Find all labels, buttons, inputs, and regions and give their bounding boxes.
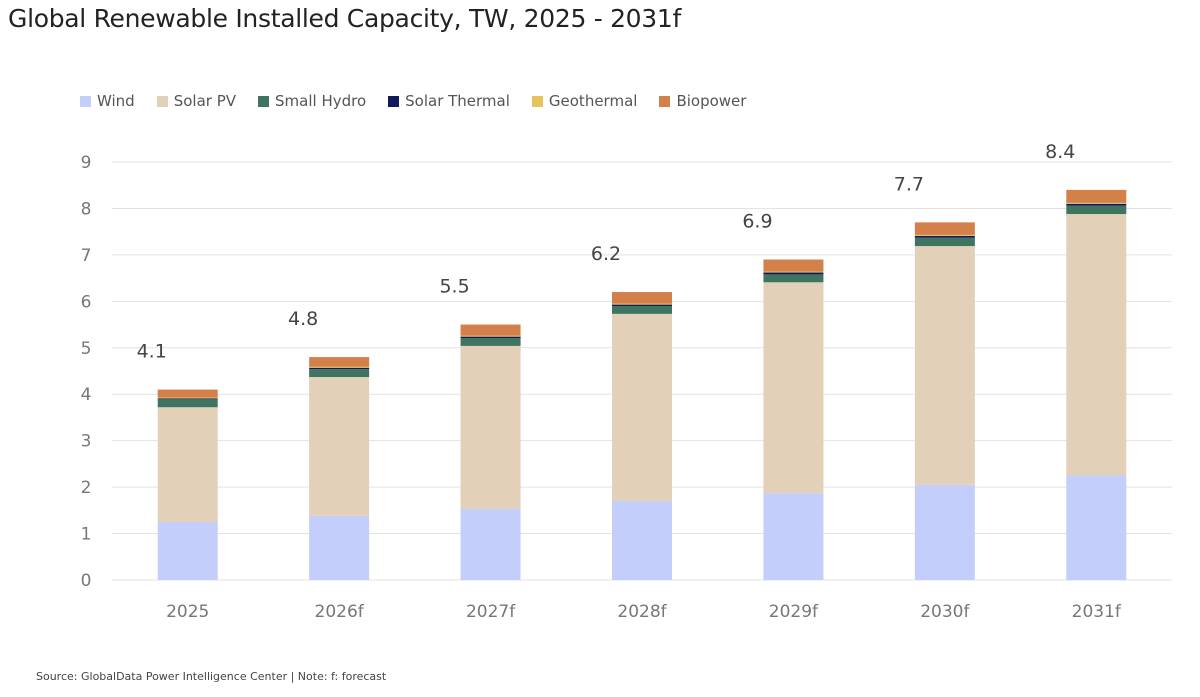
legend-item: Solar PV [156, 92, 237, 110]
bar-segment-solar-thermal [763, 272, 824, 275]
legend-swatch [388, 95, 400, 107]
total-data-label: 6.2 [591, 243, 621, 265]
bar-segment-geothermal [460, 335, 521, 337]
x-tick-label: 2031f [1072, 602, 1122, 622]
bar-segment-solar-thermal [309, 367, 370, 370]
y-tick-label: 8 [81, 199, 92, 219]
legend-item: Geothermal [531, 92, 638, 110]
bar-segment-solar-pv [1066, 214, 1127, 476]
total-data-label: 7.7 [894, 173, 924, 195]
bar-segment-small-hydro [157, 399, 218, 408]
y-tick-label: 1 [81, 525, 92, 545]
legend-item: Solar Thermal [388, 92, 510, 110]
bar-segment-solar-pv [763, 282, 824, 494]
bar-segment-solar-pv [309, 377, 370, 516]
legend-swatch [258, 95, 270, 107]
bar-segment-biopower [914, 222, 975, 235]
legend-label: Small Hydro [275, 92, 367, 110]
bar-segment-geothermal [914, 234, 975, 236]
x-tick-label: 2028f [617, 602, 667, 622]
bar-segment-geothermal [157, 397, 218, 399]
x-tick-label: 2026f [315, 602, 365, 622]
bar-segment-solar-thermal [914, 235, 975, 238]
bar-segment-small-hydro [612, 305, 672, 314]
bar-segment-biopower [157, 389, 218, 398]
x-tick-label: 2029f [769, 602, 819, 622]
legend-label: Geothermal [548, 92, 638, 110]
x-tick-label: 2025 [166, 602, 209, 622]
bar-segment-wind [612, 501, 672, 580]
y-tick-label: 6 [81, 292, 92, 312]
bar-segment-solar-pv [914, 246, 975, 485]
chart-title: Global Renewable Installed Capacity, TW,… [8, 4, 682, 33]
bar-segment-wind [157, 521, 218, 580]
legend-swatch [156, 95, 168, 107]
y-tick-label: 5 [81, 339, 92, 359]
y-tick-label: 9 [81, 153, 92, 173]
bar-segment-solar-thermal [460, 336, 521, 339]
x-tick-label: 2027f [466, 602, 516, 622]
total-data-label: 5.5 [439, 276, 469, 298]
bar-segment-wind [763, 493, 824, 580]
y-tick-label: 3 [81, 432, 92, 452]
bar-segment-solar-thermal [1066, 203, 1127, 206]
legend-label: Solar PV [173, 92, 237, 110]
bar-segment-solar-pv [612, 313, 672, 502]
legend-item: Biopower [659, 92, 746, 110]
bar-segment-solar-pv [460, 345, 521, 509]
x-tick-label: 2030f [920, 602, 970, 622]
legend-item: Wind [80, 92, 135, 110]
bar-segment-small-hydro [1066, 205, 1127, 215]
bar-segment-solar-thermal [612, 304, 672, 306]
bar-segment-small-hydro [309, 369, 370, 378]
y-tick-label: 0 [81, 571, 92, 591]
total-data-label: 4.8 [288, 308, 318, 330]
y-tick-label: 4 [81, 385, 92, 405]
bar-segment-geothermal [763, 271, 824, 273]
total-data-label: 8.4 [1045, 141, 1075, 163]
bar-segment-small-hydro [763, 274, 824, 283]
bar-segment-biopower [763, 259, 824, 272]
bar-segment-biopower [1066, 189, 1127, 203]
legend-label: Biopower [676, 92, 747, 110]
total-data-label: 6.9 [742, 211, 772, 233]
bar-segment-wind [1066, 475, 1127, 580]
source-note: Source: GlobalData Power Intelligence Ce… [36, 670, 387, 683]
bar-segment-solar-pv [157, 407, 218, 522]
bar-segment-small-hydro [914, 237, 975, 247]
bar-segment-geothermal [309, 366, 370, 368]
y-tick-label: 7 [81, 246, 92, 266]
bar-segment-biopower [309, 357, 370, 367]
legend-label: Solar Thermal [405, 92, 510, 110]
y-tick-label: 2 [81, 478, 92, 498]
legend-swatch [531, 95, 543, 107]
bar-segment-solar-thermal [157, 398, 218, 400]
bar-segment-biopower [612, 292, 672, 304]
legend-swatch [80, 95, 91, 107]
legend-label: Wind [97, 92, 135, 110]
bar-segment-wind [460, 508, 521, 580]
bar-segment-wind [914, 484, 975, 580]
bar-segment-wind [309, 515, 370, 580]
bar-segment-geothermal [1066, 202, 1127, 204]
legend-item: Small Hydro [258, 92, 366, 110]
bar-segment-biopower [460, 324, 521, 336]
total-data-label: 4.1 [137, 341, 167, 363]
bar-segment-small-hydro [460, 338, 521, 346]
legend: Wind Solar PV Small Hydro Solar Thermal Geot… [80, 92, 746, 110]
bar-segment-geothermal [612, 303, 672, 305]
legend-swatch [659, 95, 671, 107]
